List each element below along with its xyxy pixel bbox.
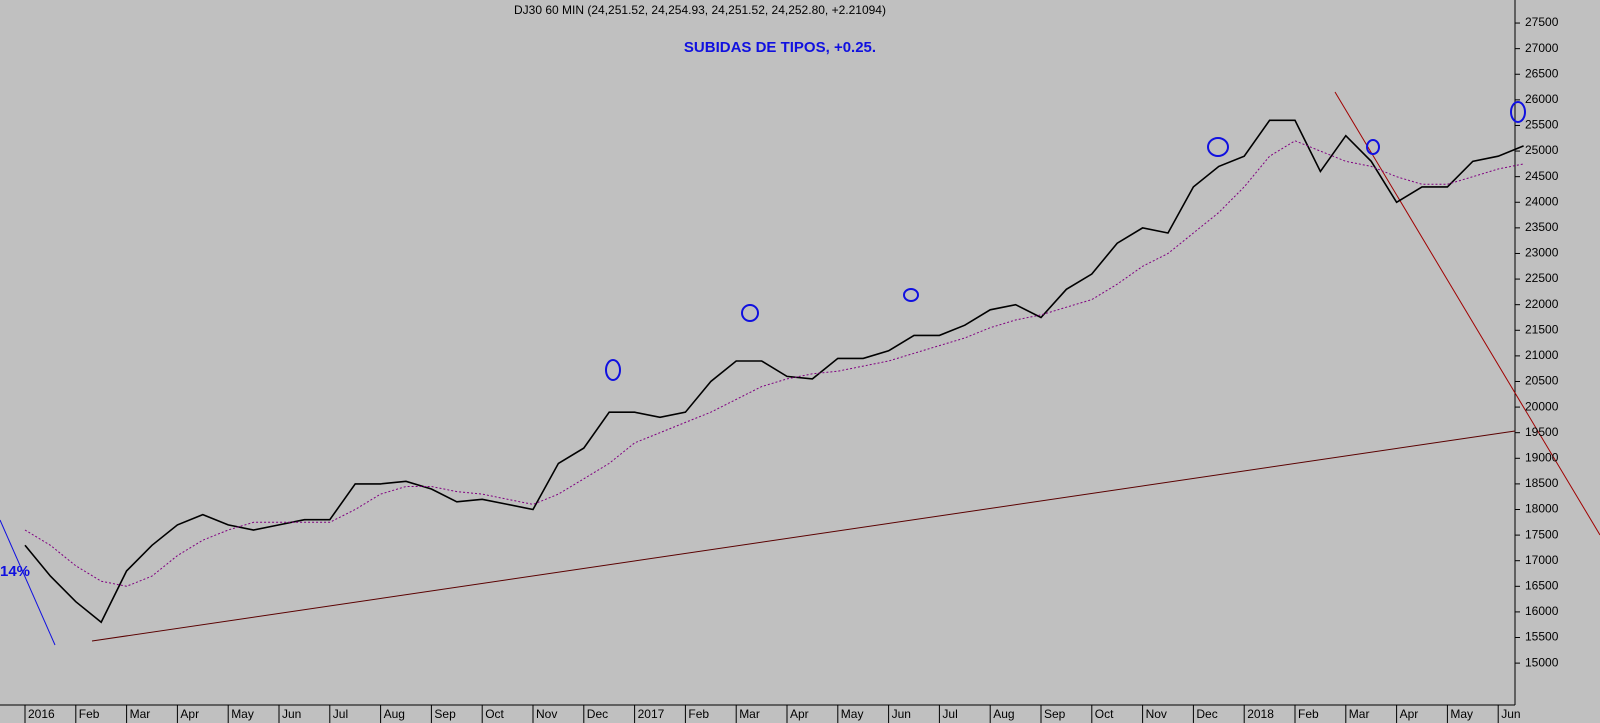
y-tick-label: 22000 xyxy=(1525,297,1559,311)
y-tick-label: 23500 xyxy=(1525,220,1559,234)
y-tick-label: 21000 xyxy=(1525,348,1559,362)
y-tick-label: 15500 xyxy=(1525,630,1559,644)
x-tick-label: Jul xyxy=(333,707,348,721)
x-tick-label: May xyxy=(231,707,254,721)
x-tick-label: Nov xyxy=(536,707,557,721)
decline-line xyxy=(0,519,56,646)
circles xyxy=(605,101,1526,381)
y-tick-label: 17000 xyxy=(1525,553,1559,567)
x-tick-label: Feb xyxy=(79,707,100,721)
y-tick-label: 20500 xyxy=(1525,374,1559,388)
x-tick-label: Jun xyxy=(282,707,301,721)
x-tick-label: Oct xyxy=(485,707,504,721)
resistance-trendline xyxy=(1334,91,1600,536)
x-tick-label: 2018 xyxy=(1247,707,1274,721)
x-tick-label: Jun xyxy=(892,707,911,721)
y-tick-label: 20000 xyxy=(1525,399,1559,413)
y-tick-label: 27500 xyxy=(1525,15,1559,29)
x-tick-label: Sep xyxy=(1044,707,1066,721)
x-tick-label: Mar xyxy=(739,707,760,721)
y-tick-label: 16000 xyxy=(1525,604,1559,618)
x-tick-label: Mar xyxy=(1349,707,1370,721)
chart-title: DJ30 60 MIN (24,251.52, 24,254.93, 24,25… xyxy=(514,3,886,17)
x-tick-label: Feb xyxy=(1298,707,1319,721)
x-tick-label: Aug xyxy=(384,707,405,721)
x-tick-label: Feb xyxy=(688,707,709,721)
x-tick-label: 2016 xyxy=(28,707,55,721)
y-tick-label: 26000 xyxy=(1525,92,1559,106)
y-tick-label: 16500 xyxy=(1525,578,1559,592)
x-tick-label: Oct xyxy=(1095,707,1114,721)
x-tick-label: Apr xyxy=(180,707,199,721)
x-tick-label: Sep xyxy=(434,707,456,721)
chart-subtitle: SUBIDAS DE TIPOS, +0.25. xyxy=(684,39,876,56)
y-tick-label: 15000 xyxy=(1525,655,1559,669)
x-tick-label: Aug xyxy=(993,707,1014,721)
annotation: 14% xyxy=(0,563,30,580)
support-trendline xyxy=(91,430,1516,642)
x-tick-label: 2017 xyxy=(638,707,665,721)
y-tick-label: 25500 xyxy=(1525,118,1559,132)
y-tick-label: 18000 xyxy=(1525,502,1559,516)
x-tick-label: Jun xyxy=(1501,707,1520,721)
price-line xyxy=(24,119,1524,624)
y-tick-label: 18500 xyxy=(1525,476,1559,490)
x-tick-label: Dec xyxy=(587,707,608,721)
x-tick-label: May xyxy=(1450,707,1473,721)
y-tick-label: 26500 xyxy=(1525,66,1559,80)
y-tick-label: 25000 xyxy=(1525,143,1559,157)
y-tick-label: 27000 xyxy=(1525,41,1559,55)
y-tick-label: 24500 xyxy=(1525,169,1559,183)
x-tick-label: Dec xyxy=(1196,707,1217,721)
y-tick-label: 24000 xyxy=(1525,194,1559,208)
y-tick-label: 21500 xyxy=(1525,322,1559,336)
x-tick-label: May xyxy=(841,707,864,721)
y-tick-label: 17500 xyxy=(1525,527,1559,541)
x-tick-label: Mar xyxy=(130,707,151,721)
y-tick-label: 19500 xyxy=(1525,425,1559,439)
y-tick-label: 19000 xyxy=(1525,450,1559,464)
x-tick-label: Jul xyxy=(942,707,957,721)
x-tick-label: Apr xyxy=(1400,707,1419,721)
y-tick-label: 23000 xyxy=(1525,246,1559,260)
x-tick-label: Nov xyxy=(1146,707,1167,721)
y-tick-label: 22500 xyxy=(1525,271,1559,285)
x-tick-label: Apr xyxy=(790,707,809,721)
